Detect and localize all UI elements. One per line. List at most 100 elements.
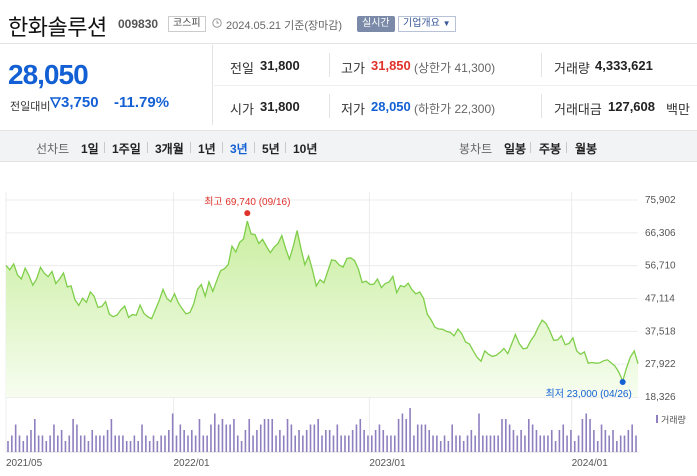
volume-bars (7, 408, 637, 452)
volume-bar (14, 424, 17, 452)
volume-bar (585, 413, 588, 452)
period-5y[interactable]: 5년 (262, 142, 280, 156)
volume-bar (145, 435, 147, 452)
volume-bar (428, 430, 431, 452)
candle-weekly[interactable]: 주봉 (539, 142, 562, 156)
divider (285, 142, 286, 153)
min-label: 최저 23,000 (04/26) (546, 388, 632, 400)
volume-bar (344, 435, 346, 452)
volume-bar (627, 430, 630, 452)
divider (530, 142, 531, 153)
volume-bar (443, 435, 446, 452)
volume-bar (194, 435, 197, 452)
volume-bar (236, 435, 239, 452)
volume-bar (332, 435, 335, 452)
volume-bar (409, 408, 411, 452)
amount-label: 거래대금 (554, 102, 602, 117)
volume-bar (305, 430, 308, 452)
stock-name: 한화솔루션 (8, 15, 107, 40)
volume-bar (547, 435, 549, 452)
volume-bar (141, 424, 143, 452)
volume-bar (367, 435, 369, 452)
candle-daily[interactable]: 일봉 (504, 142, 527, 156)
volume-bar (210, 424, 212, 452)
volume-bar (317, 419, 319, 452)
prev-close-value: 31,800 (260, 58, 300, 73)
period-1y[interactable]: 1년 (198, 142, 216, 156)
volume-bar (520, 430, 522, 452)
period-3y[interactable]: 3년 (230, 142, 248, 156)
volume-bar (118, 435, 120, 452)
volume-bar (462, 441, 465, 452)
volume-bar (604, 430, 607, 452)
price-panel: 28,050 전일대비 3,750 -11.79% (0, 45, 213, 125)
volume-bar (72, 419, 74, 452)
y-tick-label: 47,114 (645, 294, 675, 305)
line-chart-label: 선차트 (36, 142, 70, 156)
divider (329, 94, 330, 118)
volume-bar (566, 435, 568, 452)
volume-bar (240, 441, 243, 452)
volume-bar (466, 435, 469, 452)
volume-bar (275, 435, 277, 452)
volume-bar (171, 413, 174, 452)
price-chart[interactable]: 75,902 66,306 56,710 47,114 37,518 27,922 18,3… (0, 162, 697, 476)
volume-bar (164, 435, 166, 452)
volume-bar (393, 435, 396, 452)
volume-bar (202, 435, 205, 452)
volume-bar (156, 441, 159, 452)
company-overview-dropdown[interactable]: 기업개요 ▼ (398, 16, 456, 32)
min-marker (619, 379, 626, 386)
volume-bar (554, 441, 557, 452)
volume-bar (420, 424, 423, 452)
volume-bar (271, 419, 274, 452)
volume-bar (505, 419, 507, 452)
volume-label: 거래량 (554, 61, 590, 76)
volume-bar (382, 430, 385, 452)
period-3m[interactable]: 3개월 (155, 142, 184, 156)
volume-bar (432, 435, 434, 452)
volume-bar (508, 424, 511, 452)
volume-bar (18, 435, 21, 452)
period-1w[interactable]: 1주일 (112, 142, 141, 156)
volume-bar (179, 424, 182, 452)
volume-bar (160, 435, 162, 452)
upper-limit: (상한가 41,300) (414, 61, 496, 75)
volume-bar (493, 435, 496, 452)
volume-bar (374, 430, 377, 452)
realtime-button[interactable]: 실시간 (357, 16, 395, 32)
volume-bar (608, 435, 610, 452)
volume-bar (206, 435, 208, 452)
volume-bar (152, 435, 155, 452)
candle-monthly[interactable]: 월봉 (575, 142, 598, 156)
y-tick-label: 27,922 (645, 359, 676, 370)
volume-bar (263, 419, 266, 452)
volume-bar (378, 424, 381, 452)
volume-bar (501, 419, 503, 452)
volume-bar (355, 424, 358, 452)
period-1d[interactable]: 1일 (81, 142, 99, 156)
y-tick-label: 66,306 (645, 228, 676, 239)
volume-bar (7, 441, 9, 452)
volume-bar (26, 435, 28, 452)
volume-bar (187, 435, 189, 452)
volume-bar (259, 424, 262, 452)
volume-bar (550, 430, 553, 452)
amount-value: 127,608 (608, 99, 655, 114)
y-tick-label: 18,326 (645, 392, 676, 403)
price-change-value: 3,750 (61, 94, 99, 111)
volume-bar (497, 435, 499, 452)
volume-bar (619, 435, 622, 452)
volume-bar (581, 419, 584, 452)
x-tick-label: 2024/01 (572, 458, 609, 469)
volume-bar (68, 435, 71, 452)
volume-bar (512, 430, 515, 452)
x-tick-label: 2023/01 (369, 458, 406, 469)
volume-bar (175, 435, 178, 452)
x-tick-label: 2021/05 (6, 458, 43, 469)
y-axis: 75,902 66,306 56,710 47,114 37,518 27,922 18,3… (645, 195, 676, 403)
volume-bar (474, 435, 476, 452)
chevron-down-icon: ▼ (442, 19, 451, 28)
period-10y[interactable]: 10년 (293, 142, 318, 156)
volume-bar (451, 424, 453, 452)
